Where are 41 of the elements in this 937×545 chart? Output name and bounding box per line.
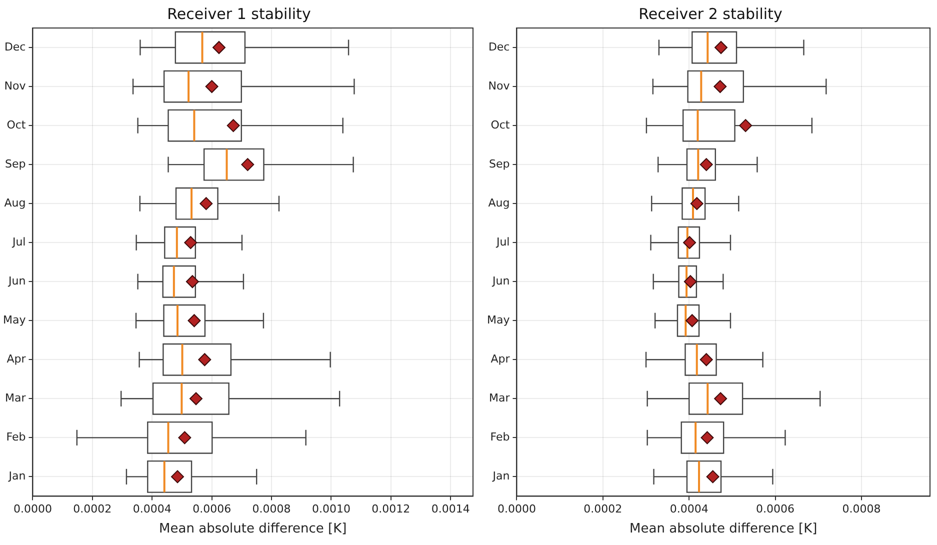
y-tick-label: Nov (4, 79, 26, 92)
y-tick-label: Feb (490, 430, 510, 444)
x-tick-label: 0.0002 (73, 502, 112, 516)
y-tick-label: Jul (495, 235, 510, 248)
y-tick-label: Jan (8, 470, 26, 483)
y-tick-label: Mar (4, 392, 26, 405)
y-tick-label: Nov (488, 79, 510, 92)
y-tick-label: Oct (490, 118, 510, 132)
y-tick-label: Dec (488, 40, 510, 54)
x-tick-label: 0.0008 (252, 502, 291, 516)
x-tick-label: 0.0004 (670, 502, 708, 516)
x-axis-title: Mean absolute difference [K] (630, 522, 818, 537)
y-tick-label: May (2, 313, 26, 326)
y-tick-label: Apr (6, 352, 26, 366)
y-tick-label: Aug (488, 196, 510, 210)
x-tick-label: 0.0000 (13, 502, 52, 516)
y-tick-label: Jun (492, 274, 510, 288)
chart-title: Receiver 1 stability (167, 4, 311, 23)
y-tick-label: Jun (8, 274, 26, 288)
y-tick-label: Mar (488, 392, 510, 405)
x-tick-label: 0.0000 (497, 502, 536, 516)
x-tick-label: 0.0002 (584, 502, 622, 516)
x-tick-label: 0.0004 (132, 502, 172, 516)
y-tick-label: Aug (4, 196, 26, 210)
x-tick-label: 0.0012 (372, 502, 410, 516)
y-tick-label: Jan (492, 470, 510, 483)
y-tick-label: Feb (6, 430, 26, 444)
y-tick-label: Apr (490, 352, 510, 366)
y-tick-label: Sep (489, 157, 510, 170)
y-tick-label: Jul (11, 235, 26, 248)
y-tick-label: Oct (6, 118, 26, 132)
x-tick-label: 0.0008 (842, 502, 881, 516)
y-tick-label: Dec (4, 40, 26, 54)
chart-title: Receiver 2 stability (638, 4, 782, 23)
x-tick-label: 0.0006 (756, 502, 795, 516)
x-tick-label: 0.0006 (192, 502, 232, 516)
y-tick-label: Sep (5, 157, 26, 170)
x-tick-label: 0.0014 (431, 502, 470, 516)
x-axis-title: Mean absolute difference [K] (159, 522, 347, 537)
x-tick-label: 0.0010 (312, 502, 350, 516)
y-tick-label: May (486, 313, 510, 326)
